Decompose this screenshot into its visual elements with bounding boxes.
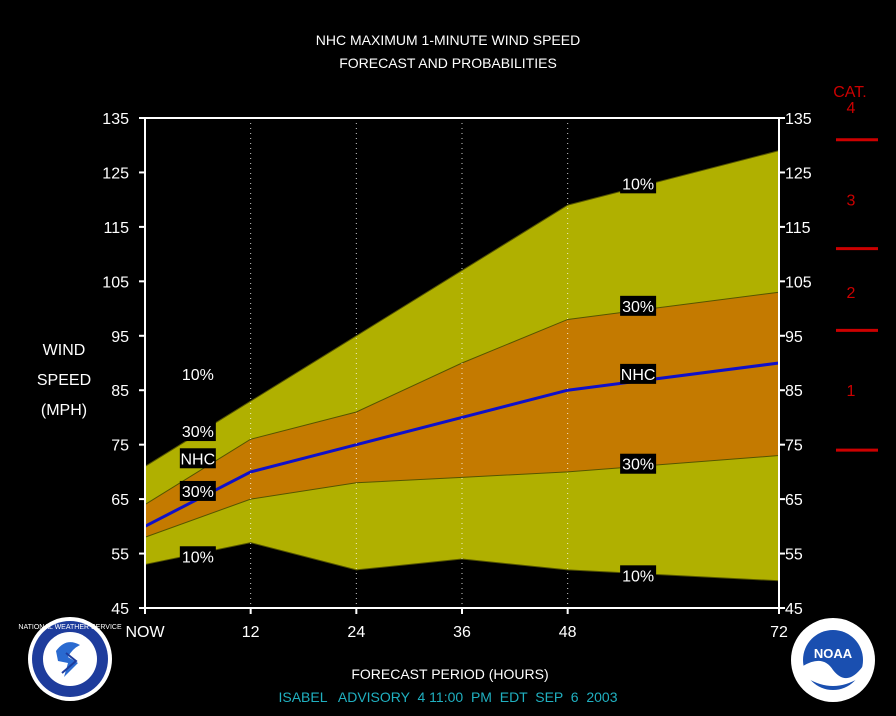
band-label: NHC	[179, 448, 216, 469]
svg-text:10%: 10%	[622, 176, 654, 193]
y-tick-label-left: 75	[111, 438, 129, 455]
category-label: 1	[847, 383, 856, 400]
category-header: CAT.	[833, 84, 866, 101]
x-tick-label: NOW	[125, 624, 165, 641]
category-label: 2	[847, 285, 856, 302]
band-label: 10%	[620, 173, 657, 194]
svg-text:30%: 30%	[182, 484, 214, 501]
chart-title-line2: FORECAST AND PROBABILITIES	[339, 55, 557, 71]
y-tick-label-right: 135	[785, 111, 812, 128]
x-tick-label: 72	[770, 624, 788, 641]
svg-text:10%: 10%	[182, 367, 214, 384]
series-boundary-line	[144, 542, 780, 582]
svg-text:30%: 30%	[622, 457, 654, 474]
series-boundary-line	[144, 455, 780, 538]
y-tick-label-left: 65	[111, 492, 129, 509]
band-label: 30%	[620, 453, 657, 474]
noaa-logo: NOAA	[791, 618, 875, 702]
hurricane-category-scale: CAT. 1 2 3 4	[833, 84, 878, 452]
nhc-forecast-line	[144, 361, 780, 528]
band-30-30	[145, 292, 779, 538]
y-tick-label-left: 105	[102, 274, 129, 291]
band-label: 30%	[179, 480, 216, 501]
band-labels: 10% 30% NHC 30% 10% 10% 30% NHC 30% 10%	[179, 173, 657, 586]
category-label: 3	[847, 193, 856, 210]
y-tick-label-right: 125	[785, 165, 812, 182]
svg-text:30%: 30%	[182, 424, 214, 441]
category-label: 4	[847, 100, 856, 117]
nws-logo-text: NATIONAL WEATHER SERVICE	[18, 624, 122, 631]
x-tick-label: 24	[347, 624, 365, 641]
y-tick-label-left: 115	[103, 220, 129, 237]
x-tick-label: 12	[242, 624, 260, 641]
plot-area	[144, 118, 780, 608]
y-tick-label-right: 45	[785, 601, 803, 618]
series-boundary-line	[144, 291, 780, 505]
y-axis-label-line1: WIND	[43, 342, 86, 359]
y-tick-label-right: 85	[785, 383, 803, 400]
y-tick-label-left: 45	[111, 601, 129, 618]
band-label: 10%	[179, 546, 216, 567]
y-axis-label-line2: SPEED	[37, 372, 91, 389]
band-label: NHC	[620, 363, 657, 384]
nws-logo: NATIONAL WEATHER SERVICE	[18, 617, 122, 701]
advisory-footer: ISABEL ADVISORY 4 11:00 PM EDT SEP 6 200…	[278, 689, 617, 705]
svg-text:NHC: NHC	[621, 367, 656, 384]
y-tick-label-left: 95	[111, 329, 129, 346]
y-tick-label-left: 125	[102, 165, 129, 182]
svg-text:NHC: NHC	[180, 451, 215, 468]
x-axis-label: FORECAST PERIOD (HOURS)	[351, 666, 548, 682]
y-tick-label-right: 115	[785, 220, 811, 237]
y-tick-label-left: 135	[102, 111, 129, 128]
axes: 45 45 55 55 65 65 75 75 85 85 95 95 105 105 115 115 125 1…	[102, 111, 812, 641]
series-boundary-line	[144, 150, 780, 467]
band-label: 30%	[179, 421, 216, 442]
svg-text:10%: 10%	[622, 568, 654, 585]
chart-title-line1: NHC MAXIMUM 1-MINUTE WIND SPEED	[316, 32, 580, 48]
y-tick-label-right: 105	[785, 274, 812, 291]
band-label: 10%	[179, 363, 216, 384]
x-tick-label: 36	[453, 624, 471, 641]
band-label: 10%	[620, 565, 657, 586]
y-tick-label-left: 55	[111, 547, 129, 564]
band-upper-10-30	[145, 150, 779, 505]
y-tick-label-right: 65	[785, 492, 803, 509]
y-tick-label-left: 85	[111, 383, 129, 400]
svg-text:10%: 10%	[182, 549, 214, 566]
x-tick-label: 48	[559, 624, 577, 641]
band-label: 30%	[620, 295, 657, 316]
y-tick-label-right: 95	[785, 329, 803, 346]
y-tick-label-right: 55	[785, 547, 803, 564]
noaa-logo-text: NOAA	[814, 646, 853, 661]
svg-text:30%: 30%	[622, 299, 654, 316]
y-axis-label-line3: (MPH)	[41, 402, 87, 419]
y-tick-label-right: 75	[785, 438, 803, 455]
